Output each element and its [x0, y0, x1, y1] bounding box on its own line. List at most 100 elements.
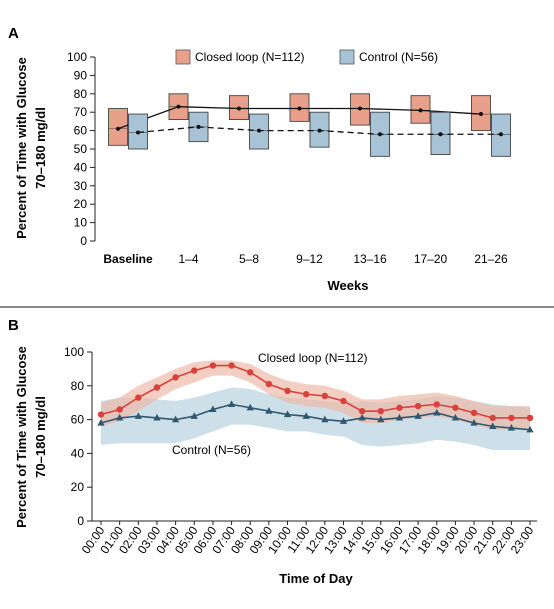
y-tick-label: 70 — [74, 105, 88, 119]
median-point — [176, 104, 181, 109]
closed-loop-point — [526, 414, 534, 422]
closed-loop-point — [247, 369, 254, 376]
x-tick-label: 9–12 — [296, 252, 323, 266]
y-tick-label: 50 — [74, 142, 88, 156]
closed-loop-point — [284, 387, 291, 395]
y-tick-label: 40 — [71, 446, 85, 460]
panel-a-x-axis-title: Weeks — [328, 278, 369, 293]
control-point — [433, 408, 441, 416]
control-point — [321, 415, 329, 423]
closed-loop-point — [358, 407, 366, 415]
y-tick-label: 90 — [74, 68, 88, 82]
median-point — [196, 124, 201, 129]
panel-b: B Percent of Time with Glucose 70–180 mg… — [8, 317, 537, 586]
control-point — [470, 418, 478, 426]
median-point — [297, 106, 302, 111]
panel-b-axes: 02040608010000:0001:0002:0003:0004:0005:… — [64, 345, 537, 556]
annotation-control: Control (N=56) — [172, 443, 251, 457]
closed-loop-point — [135, 394, 142, 401]
control-line — [100, 403, 531, 431]
control-point — [153, 413, 161, 421]
y-tick-label: 0 — [77, 514, 84, 528]
control-point — [377, 415, 385, 423]
closed-loop-point — [396, 404, 403, 411]
y-tick-label: 20 — [71, 480, 85, 494]
control-point — [414, 412, 422, 419]
control-point — [97, 418, 105, 426]
x-tick-label: 5–8 — [239, 252, 259, 266]
closed-loop-point — [489, 414, 496, 422]
panel-a: A Closed loop (N=112) Control (N=56) Per… — [8, 25, 511, 293]
panel-a-y-title-line2: 70–180 mg/dl — [33, 107, 48, 189]
closed-loop-point — [153, 384, 161, 391]
control-point — [209, 405, 217, 413]
control-point — [526, 425, 534, 433]
panel-a-axes: 0 10 20 30 40 50 60 70 80 90 100 Baseline 1–4 5–8 9–12… — [67, 50, 508, 266]
y-tick-label: 10 — [74, 216, 88, 230]
closed-loop-point — [97, 411, 105, 418]
control-point — [489, 422, 497, 429]
control-point — [358, 413, 366, 421]
median-point — [136, 130, 140, 135]
median-point — [317, 128, 322, 133]
closed-loop-point — [191, 367, 198, 374]
median-point — [116, 126, 120, 131]
panel-a-marks — [108, 93, 511, 157]
closed-loop-point — [414, 402, 422, 410]
control-point — [227, 400, 236, 407]
closed-loop-point — [508, 414, 515, 422]
panel-b-x-axis-title: Time of Day — [279, 571, 353, 586]
median-point — [378, 132, 382, 137]
legend-control-label: Control (N=56) — [359, 50, 438, 64]
control-point — [116, 413, 124, 421]
y-tick-label: 60 — [71, 413, 85, 427]
control-point — [190, 412, 198, 419]
median-point — [499, 132, 503, 137]
legend-closed-loop-label: Closed loop (N=112) — [195, 50, 305, 64]
closed-loop-line — [100, 364, 530, 419]
control-point — [283, 410, 292, 418]
closed-loop-point — [452, 404, 459, 411]
legend-closed-loop-swatch — [175, 49, 191, 65]
panel-a-y-axis-title: Percent of Time with Glucose 70–180 mg/d… — [14, 57, 48, 239]
closed-loop-point — [116, 406, 123, 413]
closed-loop-point — [228, 362, 235, 369]
x-tick-label: 17–20 — [414, 252, 448, 266]
control-point — [451, 413, 459, 421]
panel-a-label: A — [8, 25, 19, 42]
panel-b-y-axis-title: Percent of Time with Glucose 70–180 mg/d… — [14, 346, 48, 528]
y-tick-label: 60 — [74, 124, 88, 138]
closed-loop-point — [470, 409, 478, 417]
x-tick-label: 21–26 — [474, 252, 508, 266]
control-point — [134, 412, 142, 419]
x-tick-label: 1–4 — [178, 252, 198, 266]
closed-loop-point — [433, 401, 440, 408]
x-tick-label: 13–16 — [353, 252, 387, 266]
panel-a-legend: Closed loop (N=112) Control (N=56) — [175, 49, 438, 65]
panel-a-y-title-line1: Percent of Time with Glucose — [14, 57, 29, 239]
y-tick-label: 30 — [74, 179, 88, 193]
closed-loop-point — [321, 392, 329, 400]
median-point — [358, 106, 362, 111]
control-point — [302, 412, 310, 419]
median-point — [479, 112, 483, 117]
control-point — [172, 415, 180, 423]
closed-loop-point — [377, 407, 384, 415]
median-point — [237, 106, 241, 111]
y-tick-label: 20 — [74, 197, 88, 211]
panel-b-y-title-line2: 70–180 mg/dl — [33, 396, 48, 478]
median-point — [438, 132, 443, 137]
panel-b-y-title-line1: Percent of Time with Glucose — [14, 346, 29, 528]
y-tick-label: 100 — [64, 345, 84, 359]
closed-loop-point — [302, 391, 310, 398]
annotation-closed-loop: Closed loop (N=112) — [258, 351, 368, 365]
control-point — [339, 417, 348, 424]
median-point — [418, 108, 423, 113]
control-point — [265, 407, 273, 414]
closed-loop-point — [340, 397, 347, 405]
y-tick-label: 0 — [80, 234, 87, 248]
closed-loop-point — [172, 374, 179, 381]
control-point — [395, 413, 404, 421]
y-tick-label: 80 — [74, 87, 88, 101]
panel-b-marks — [97, 362, 534, 433]
